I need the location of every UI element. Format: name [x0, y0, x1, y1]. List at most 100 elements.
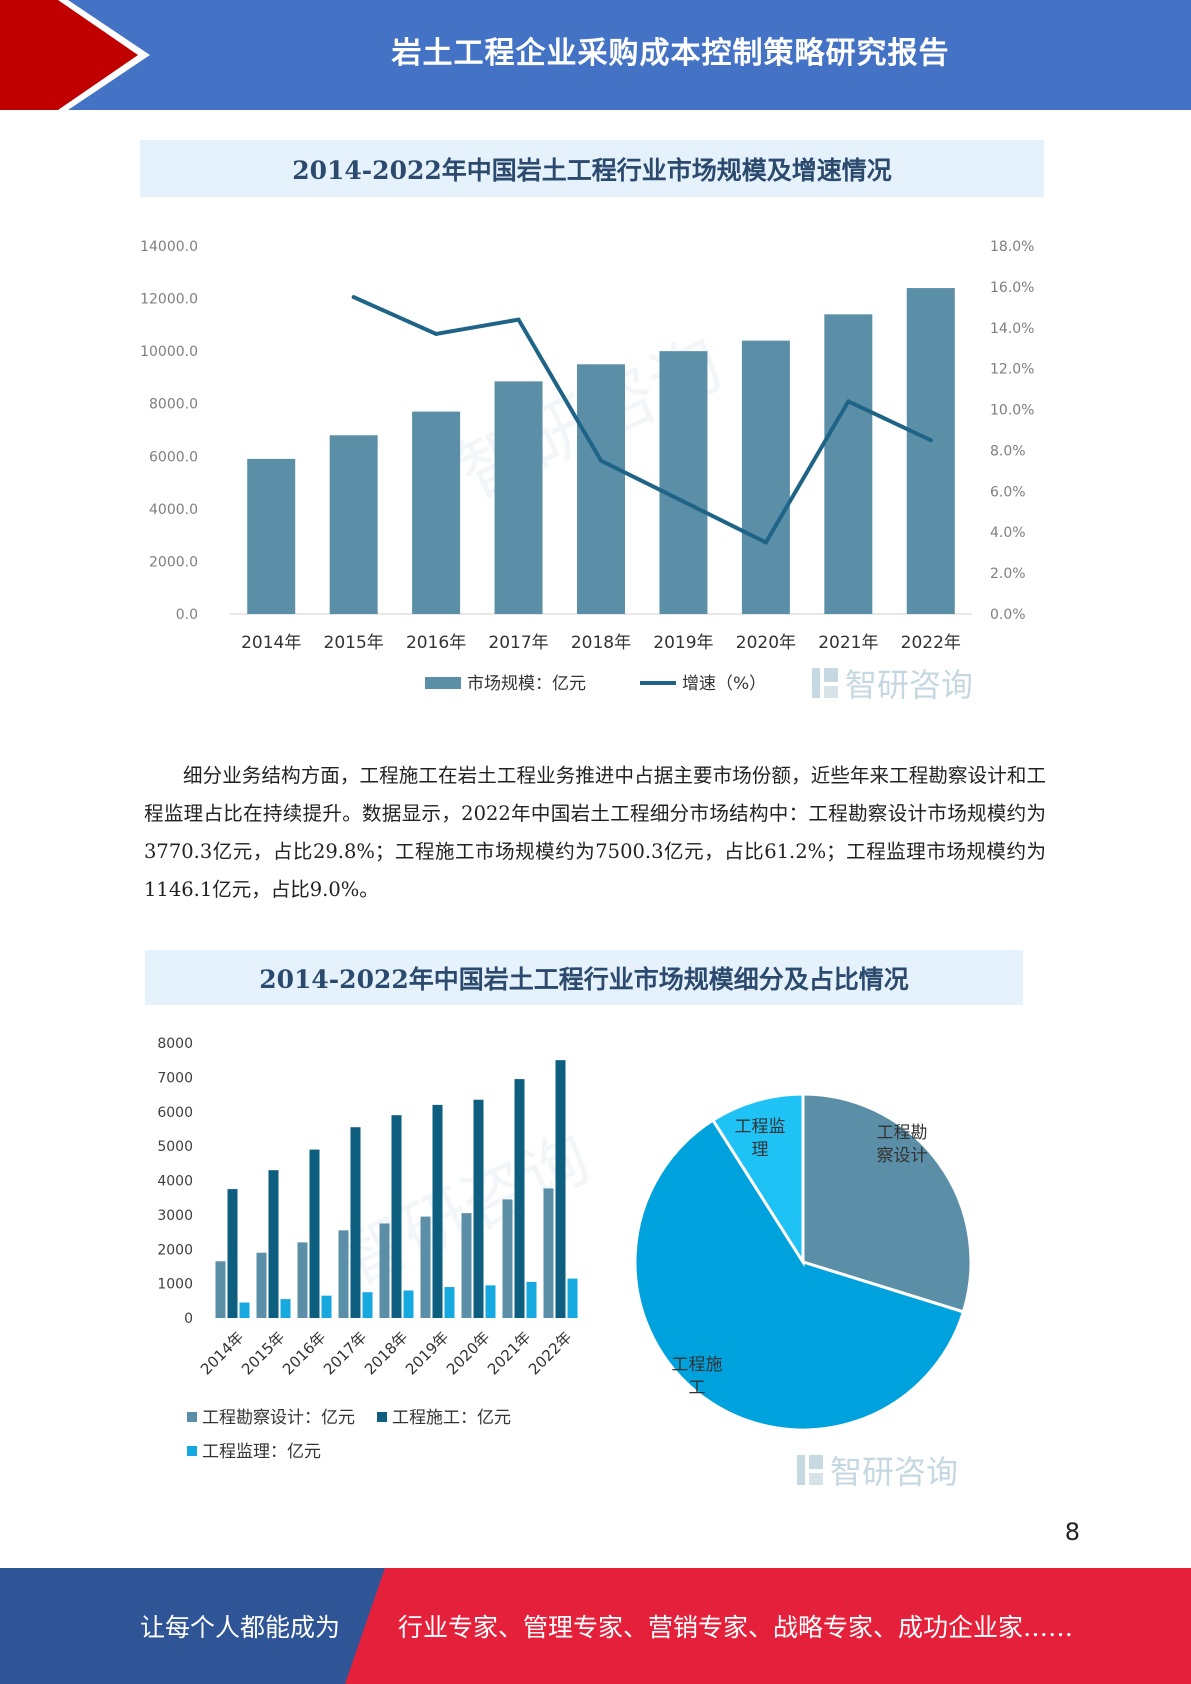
chart1-bar [824, 314, 873, 614]
chart1-bar [412, 411, 461, 614]
chart1-x-tick: 2021年 [818, 633, 878, 653]
chart1-growth-point [763, 540, 768, 545]
chart1-bar [247, 458, 296, 614]
chart1-x-tick: 2018年 [571, 633, 631, 653]
chart1-left-tick: 4000.0 [149, 502, 198, 518]
chart1-x-tick: 2014年 [241, 633, 301, 653]
chart2-x-tick: 2018年 [361, 1328, 411, 1378]
chart2-bar [567, 1278, 578, 1318]
chart1-right-tick: 4.0% [990, 525, 1026, 541]
chart1-left-tick: 6000.0 [149, 449, 198, 465]
chart1-logo: 智研咨询 [812, 666, 973, 704]
chart2-pie-label: 工程监理 [735, 1117, 786, 1160]
footer-slogan-right: 行业专家、管理专家、营销专家、战略专家、成功企业家…… [398, 1613, 1074, 1642]
chart2-bar [350, 1127, 361, 1318]
chart1-right-tick: 8.0% [990, 443, 1026, 459]
chart2-x-tick: 2020年 [443, 1328, 493, 1378]
chart1-bar [741, 340, 790, 614]
chart1-growth-point [681, 499, 686, 504]
chart1-right-tick: 12.0% [990, 362, 1034, 378]
chart1-x-tick: 2022年 [901, 633, 961, 653]
chart2-bar [239, 1302, 250, 1318]
chart2-x-tick: 2015年 [238, 1328, 288, 1378]
chart1-left-tick: 2000.0 [149, 554, 198, 570]
chart1-plot: 智研咨询 0.0 2000.0 4000.0 6000.0 8000.0 10000.0 12… [140, 239, 1034, 704]
chart2-bar [543, 1188, 554, 1318]
chart2-pie-slice [633, 1118, 966, 1432]
page-header: 岩土工程企业采购成本控制策略研究报告 [0, 0, 1191, 110]
chart1-right-tick: 0.0% [990, 607, 1026, 623]
chart2-y-tick: 1000 [157, 1277, 193, 1293]
chart1-bar [659, 351, 708, 614]
chart2-y-tick: 5000 [157, 1139, 193, 1155]
chart1-right-tick: 18.0% [990, 239, 1034, 255]
chart1-growth-point [516, 317, 521, 322]
chart2-x-tick: 2016年 [279, 1328, 329, 1378]
chart1-right-tick: 6.0% [990, 484, 1026, 500]
body-paragraph: 细分业务结构方面，工程施工在岩土工程业务推进中占据主要市场份额，近些年来工程勘察… [144, 764, 1046, 901]
chart1-right-tick: 10.0% [990, 403, 1034, 419]
chart2-x-tick: 2022年 [525, 1328, 575, 1378]
chart2-bar [526, 1281, 537, 1318]
chart1-growth-point [434, 331, 439, 336]
chart2-pie-label: 工程施工 [672, 1355, 723, 1398]
chart2-pie-slice [801, 1092, 973, 1314]
chart2-x-tick: 2021年 [484, 1328, 534, 1378]
chart1-x-tick: 2015年 [324, 633, 384, 653]
chart1-bar [329, 435, 378, 614]
chart2-y-tick: 0 [184, 1311, 193, 1327]
chart1-left-tick: 8000.0 [149, 397, 198, 413]
chart2-bar [473, 1099, 484, 1318]
chart2-bar [403, 1290, 414, 1318]
chart1-x-tick: 2017年 [488, 633, 548, 653]
chart1-bar [906, 288, 955, 614]
header-title: 岩土工程企业采购成本控制策略研究报告 [391, 36, 950, 71]
chart1-left-tick: 0.0 [176, 607, 198, 623]
chart1-x-tick: 2020年 [736, 633, 796, 653]
chart2-legend-label: 工程勘察设计：亿元 [202, 1408, 355, 1428]
chart2-plot: 智研咨询 0 1000 2000 3000 4000 5000 6000 7000 8000 201… [157, 1036, 973, 1491]
chart2-bar [227, 1189, 238, 1318]
chart2-y-tick: 3000 [157, 1208, 193, 1224]
chart2-y-tick: 4000 [157, 1174, 193, 1190]
chart1-bar [494, 381, 543, 614]
page-number: 8 [1064, 1518, 1080, 1546]
chart2-x-tick: 2014年 [197, 1328, 247, 1378]
chart1-legend-bar-label: 市场规模：亿元 [467, 674, 586, 694]
chart2-legend-swatch [187, 1446, 197, 1456]
chart2-bar [297, 1242, 308, 1318]
chart2-legend-swatch [187, 1412, 197, 1422]
chart2-bar [555, 1060, 566, 1318]
chart2-bar [391, 1115, 402, 1318]
chart1-left-tick: 14000.0 [140, 239, 198, 255]
chart2-bar [502, 1199, 513, 1318]
chart2-y-tick: 8000 [157, 1036, 193, 1052]
chart2-bar [420, 1216, 431, 1318]
chart1-growth-point [351, 295, 356, 300]
chart1-left-tick: 12000.0 [140, 292, 198, 308]
chart2-y-tick: 2000 [157, 1242, 193, 1258]
chart1-growth-line [352, 295, 932, 545]
chart1-logo-text: 智研咨询 [845, 666, 973, 704]
chart2-pie-slice [710, 1092, 805, 1268]
chart2-pie-label: 工程勘察设计 [877, 1123, 928, 1166]
chart2-bar [485, 1285, 496, 1318]
chart2-y-tick: 6000 [157, 1105, 193, 1121]
chart2-bar [309, 1149, 320, 1318]
chart2-bar [215, 1261, 226, 1318]
chart2-bar [432, 1104, 443, 1318]
chart2-title: 2014-2022年中国岩土工程行业市场规模细分及占比情况 [145, 950, 1023, 1005]
chart1-legend-bar-swatch [425, 677, 461, 689]
page-footer: 让每个人都能成为 行业专家、管理专家、营销专家、战略专家、成功企业家…… [0, 1568, 1191, 1684]
segment-chart: 2014-2022年中国岩土工程行业市场规模细分及占比情况 智研咨询 0 1000 2… [145, 950, 1045, 1505]
chart1-right-tick: 16.0% [990, 280, 1034, 296]
chart2-bar [268, 1170, 279, 1318]
chart1-left-tick: 10000.0 [140, 344, 198, 360]
chart2-y-tick: 7000 [157, 1070, 193, 1086]
market-size-chart: 2014-2022年中国岩土工程行业市场规模及增速情况 智研咨询 0.0 2000.… [140, 140, 1044, 710]
chart1-x-tick: 2016年 [406, 633, 466, 653]
chart2-bar [514, 1079, 525, 1318]
footer-background [0, 1568, 1191, 1684]
chart1-title: 2014-2022年中国岩土工程行业市场规模及增速情况 [140, 140, 1044, 197]
chart2-legend-label: 工程施工：亿元 [392, 1408, 511, 1428]
